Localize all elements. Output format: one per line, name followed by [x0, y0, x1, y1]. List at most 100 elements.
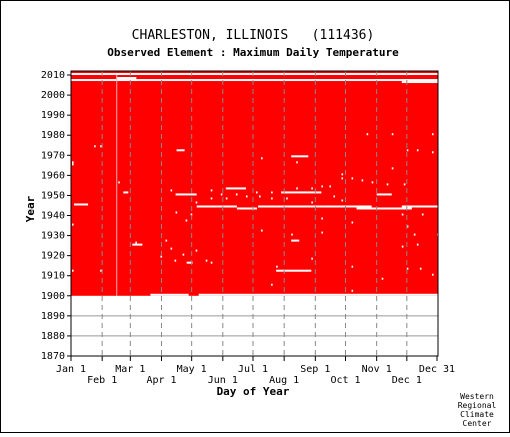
y-tick-label: 1890 [41, 311, 65, 322]
y-tick-label: 1960 [41, 170, 65, 181]
y-tick-label: 1900 [41, 291, 65, 302]
chart-subtitle: Observed Element : Maximum Daily Tempera… [107, 46, 399, 59]
missing-day [276, 265, 278, 268]
missing-day [296, 161, 298, 164]
plot-border [70, 70, 439, 357]
missing-band [186, 261, 193, 264]
missing-day [321, 231, 323, 234]
missing-day [351, 177, 354, 180]
missing-day [210, 197, 213, 200]
missing-band [401, 205, 438, 208]
x-tick-label: Aug 1 [269, 375, 299, 386]
missing-day [401, 213, 404, 216]
credit-line: Western [460, 392, 494, 401]
x-axis-label: Day of Year [217, 385, 290, 398]
x-tick-label: Oct 1 [330, 375, 360, 386]
missing-band [291, 239, 300, 242]
x-tick-label: Dec 31 [419, 364, 455, 375]
missing-day [406, 267, 409, 270]
missing-day [416, 149, 419, 152]
missing-day [351, 289, 354, 292]
missing-band [132, 243, 143, 246]
missing-band [258, 205, 372, 208]
missing-day [170, 247, 173, 250]
missing-day [321, 217, 323, 220]
missing-day [135, 241, 137, 244]
y-tick-label: 2010 [41, 70, 65, 81]
missing-band [291, 155, 309, 158]
missing-band [236, 207, 258, 210]
x-tick-label: Feb 1 [87, 375, 117, 386]
y-tick-label: 1880 [41, 331, 65, 342]
y-tick-label: 1980 [41, 130, 65, 141]
missing-day [401, 245, 404, 248]
y-tick-label: 1920 [41, 251, 65, 262]
missing-day [431, 273, 434, 276]
missing-day [72, 163, 74, 166]
credit-line: Regional [458, 401, 497, 410]
y-axis-ticks: 1870 1880 1890 1900 1910 1920 1930 1940 1950 1960… [41, 70, 71, 362]
missing-day [72, 223, 74, 226]
y-tick-label: 2000 [41, 90, 65, 101]
missing-day [256, 191, 258, 194]
missing-day [245, 195, 248, 198]
missing-day [261, 157, 263, 160]
missing-day [366, 133, 369, 136]
x-tick-label: Apr 1 [146, 375, 176, 386]
missing-day [416, 243, 419, 246]
missing-day [72, 161, 74, 164]
missing-band [225, 187, 246, 190]
missing-day [341, 199, 344, 202]
missing-day [261, 229, 263, 232]
missing-day [351, 265, 354, 268]
missing-day [271, 191, 273, 194]
missing-band [175, 193, 197, 196]
y-tick-label: 1940 [41, 211, 65, 222]
missing-day [118, 181, 120, 184]
missing-column [116, 75, 118, 296]
missing-day [165, 239, 168, 242]
y-tick-label: 1950 [41, 190, 65, 201]
missing-day [220, 193, 223, 196]
missing-day [94, 145, 96, 148]
missing-day [403, 183, 406, 186]
missing-day [371, 181, 374, 184]
missing-day [421, 213, 424, 216]
x-tick-label: Jun 1 [208, 375, 238, 386]
missing-day [195, 201, 198, 204]
missing-day [195, 249, 198, 252]
missing-day [271, 197, 273, 200]
missing-day [333, 195, 336, 198]
missing-band [276, 269, 312, 272]
missing-band [116, 77, 137, 80]
missing-day [311, 187, 313, 190]
missing-day [311, 257, 313, 260]
x-tick-label: May 1 [177, 364, 207, 375]
data-present-block [71, 71, 438, 296]
missing-band [196, 205, 237, 208]
missing-day [413, 233, 416, 236]
missing-day [381, 277, 384, 280]
x-tick-label: Sep 1 [300, 364, 330, 375]
missing-day [174, 259, 177, 262]
grid-lines [71, 71, 438, 357]
credit-line: Climate [460, 410, 494, 419]
missing-band [71, 79, 438, 82]
missing-day [301, 191, 303, 194]
missing-day [210, 189, 213, 192]
y-tick-label: 1990 [41, 110, 65, 121]
y-tick-label: 1930 [41, 231, 65, 242]
missing-day [419, 267, 422, 270]
missing-band [356, 207, 412, 210]
x-tick-label: Mar 1 [115, 364, 145, 375]
missing-day [225, 197, 228, 200]
x-tick-label: Jan 1 [56, 364, 86, 375]
missing-day [361, 179, 364, 182]
missing-band [376, 193, 392, 196]
x-axis-ticks: Jan 1 Mar 1 May 1 Jul 1 Sep 1 Nov 1 Dec 31 Feb … [56, 356, 455, 386]
missing-day [341, 177, 344, 180]
missing-band [74, 203, 89, 206]
missing-day [431, 133, 434, 136]
